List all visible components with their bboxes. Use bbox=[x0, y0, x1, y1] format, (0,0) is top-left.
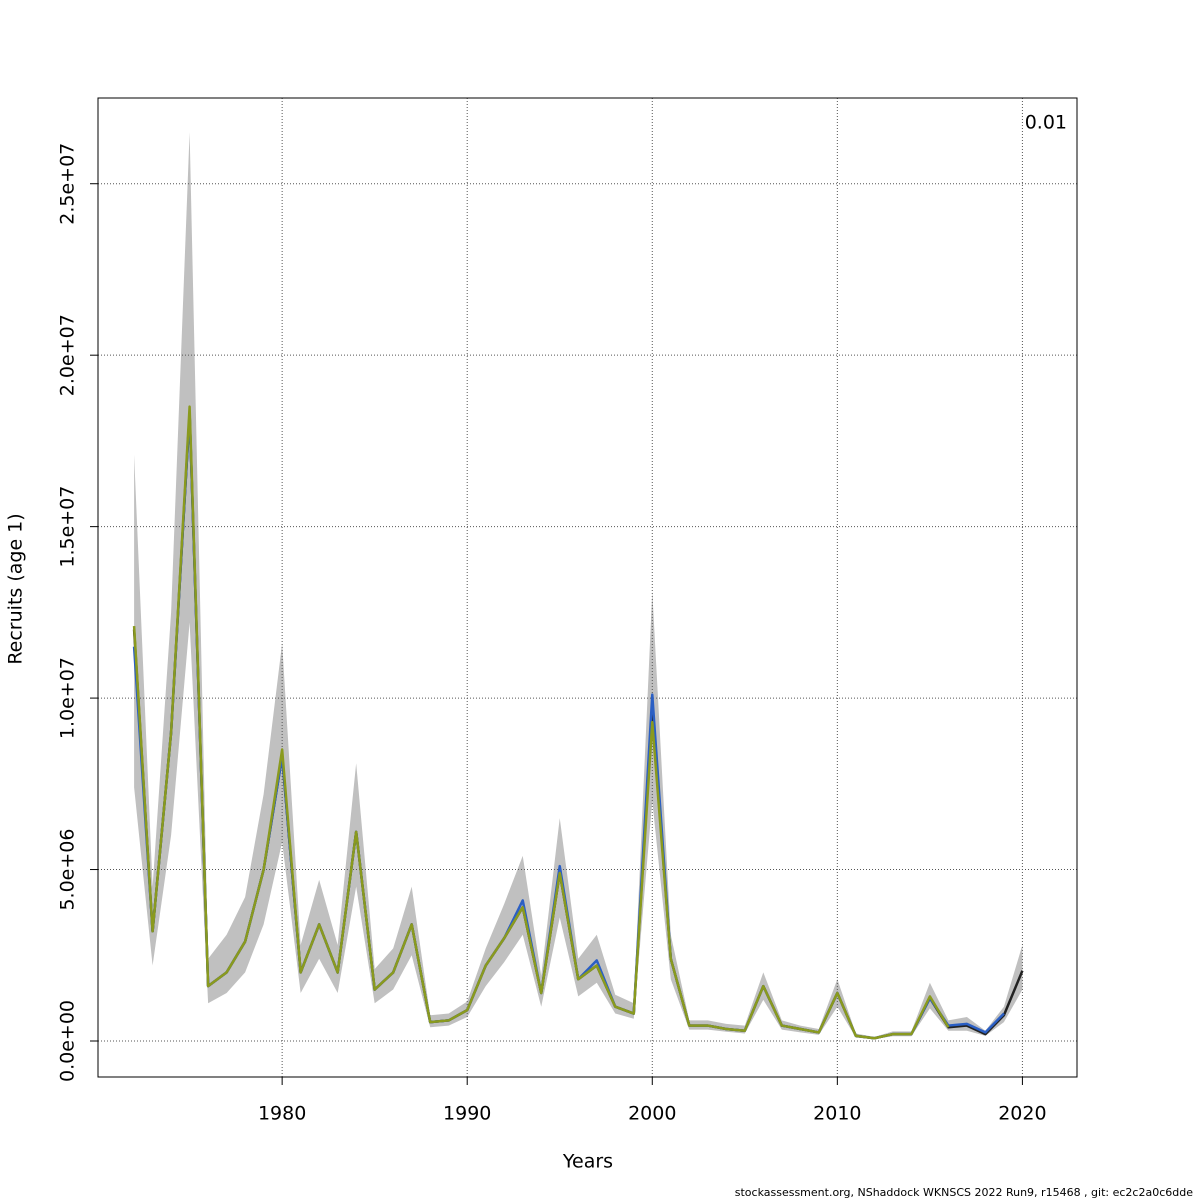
y-tick-label: 0.0e+00 bbox=[57, 1000, 79, 1082]
annotation: 0.01 bbox=[1025, 112, 1067, 134]
x-tick-label: 1990 bbox=[443, 1103, 491, 1125]
x-tick-label: 2020 bbox=[998, 1103, 1046, 1125]
plot-frame bbox=[97, 97, 1078, 1078]
y-tick-label: 5.0e+06 bbox=[57, 829, 79, 911]
y-axis-label: Recruits (age 1) bbox=[5, 513, 27, 664]
x-tick-label: 2010 bbox=[813, 1103, 861, 1125]
series-line bbox=[132, 405, 950, 1040]
caption: stockassessment.org, NShaddock WKNSCS 20… bbox=[735, 1186, 1193, 1199]
series-line bbox=[132, 412, 1024, 1040]
x-axis-label: Years bbox=[562, 1151, 613, 1173]
x-tick-label: 2000 bbox=[628, 1103, 676, 1125]
y-tick-label: 2.5e+07 bbox=[57, 143, 79, 225]
confidence-band bbox=[134, 132, 1023, 1040]
y-tick-label: 1.5e+07 bbox=[57, 486, 79, 568]
x-tick-label: 1980 bbox=[258, 1103, 306, 1125]
y-tick-label: 2.0e+07 bbox=[57, 314, 79, 396]
y-tick-label: 1.0e+07 bbox=[57, 657, 79, 739]
